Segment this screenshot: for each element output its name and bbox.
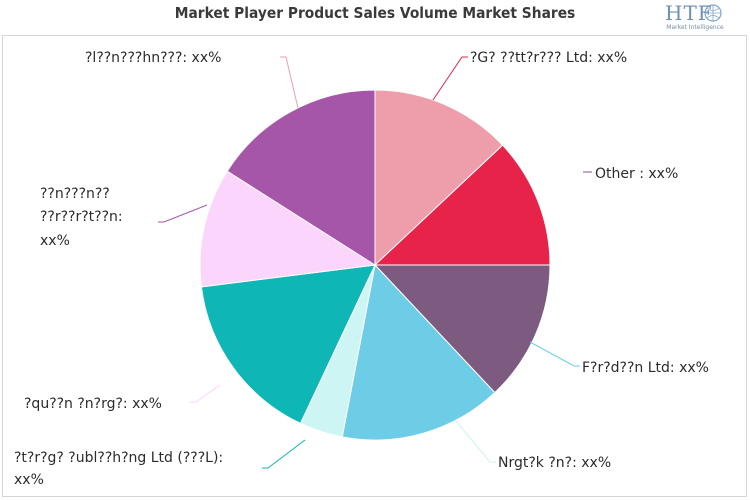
leader-line bbox=[432, 56, 468, 101]
pie-slice bbox=[373, 264, 551, 394]
chart-frame bbox=[2, 35, 747, 497]
slice-label: ?t?r?g? ?ubl??h?ng Ltd (???L): bbox=[14, 450, 223, 466]
pie-slice bbox=[200, 264, 376, 425]
htf-logo: HTF Market Intelligence bbox=[655, 0, 735, 34]
slice-label: ?G? ??tt?r??? Ltd: xx% bbox=[470, 50, 627, 66]
slice-label: ?qu??n ?n?rg?: xx% bbox=[24, 396, 162, 412]
leader-line bbox=[454, 419, 496, 463]
leader-line bbox=[158, 204, 208, 223]
slice-label: xx% bbox=[40, 233, 70, 249]
leader-line bbox=[262, 439, 306, 469]
logo-globe-icon bbox=[704, 4, 722, 22]
pie-slices bbox=[199, 89, 551, 441]
logo-text: HTF bbox=[665, 1, 713, 25]
logo-subtitle: Market Intelligence bbox=[666, 24, 724, 31]
pie-slice bbox=[226, 89, 376, 266]
slice-label: xx% bbox=[14, 472, 44, 488]
slice-labels: Other : xx% F?r?d??n Ltd: xx% Nrgt?k ?n?: … bbox=[14, 50, 709, 488]
pie-slice bbox=[373, 144, 551, 266]
leader-line bbox=[280, 56, 299, 109]
leader-line bbox=[529, 341, 580, 367]
slice-label: Nrgt?k ?n?: xx% bbox=[498, 455, 611, 471]
slice-label: ?l??n???hn???: xx% bbox=[85, 50, 221, 66]
pie-slice bbox=[374, 89, 504, 267]
pie-slice bbox=[341, 263, 496, 441]
leader-lines bbox=[158, 56, 592, 469]
pie-slice bbox=[199, 170, 377, 288]
slice-label: F?r?d??n Ltd: xx% bbox=[582, 360, 709, 376]
slice-label: Other : xx% bbox=[595, 166, 678, 182]
slice-label: ??r??r?t??n: bbox=[40, 209, 123, 225]
leader-line bbox=[190, 384, 221, 403]
chart-title: Market Player Product Sales Volume Marke… bbox=[174, 4, 576, 22]
slice-label: ??n???n?? bbox=[40, 186, 110, 202]
